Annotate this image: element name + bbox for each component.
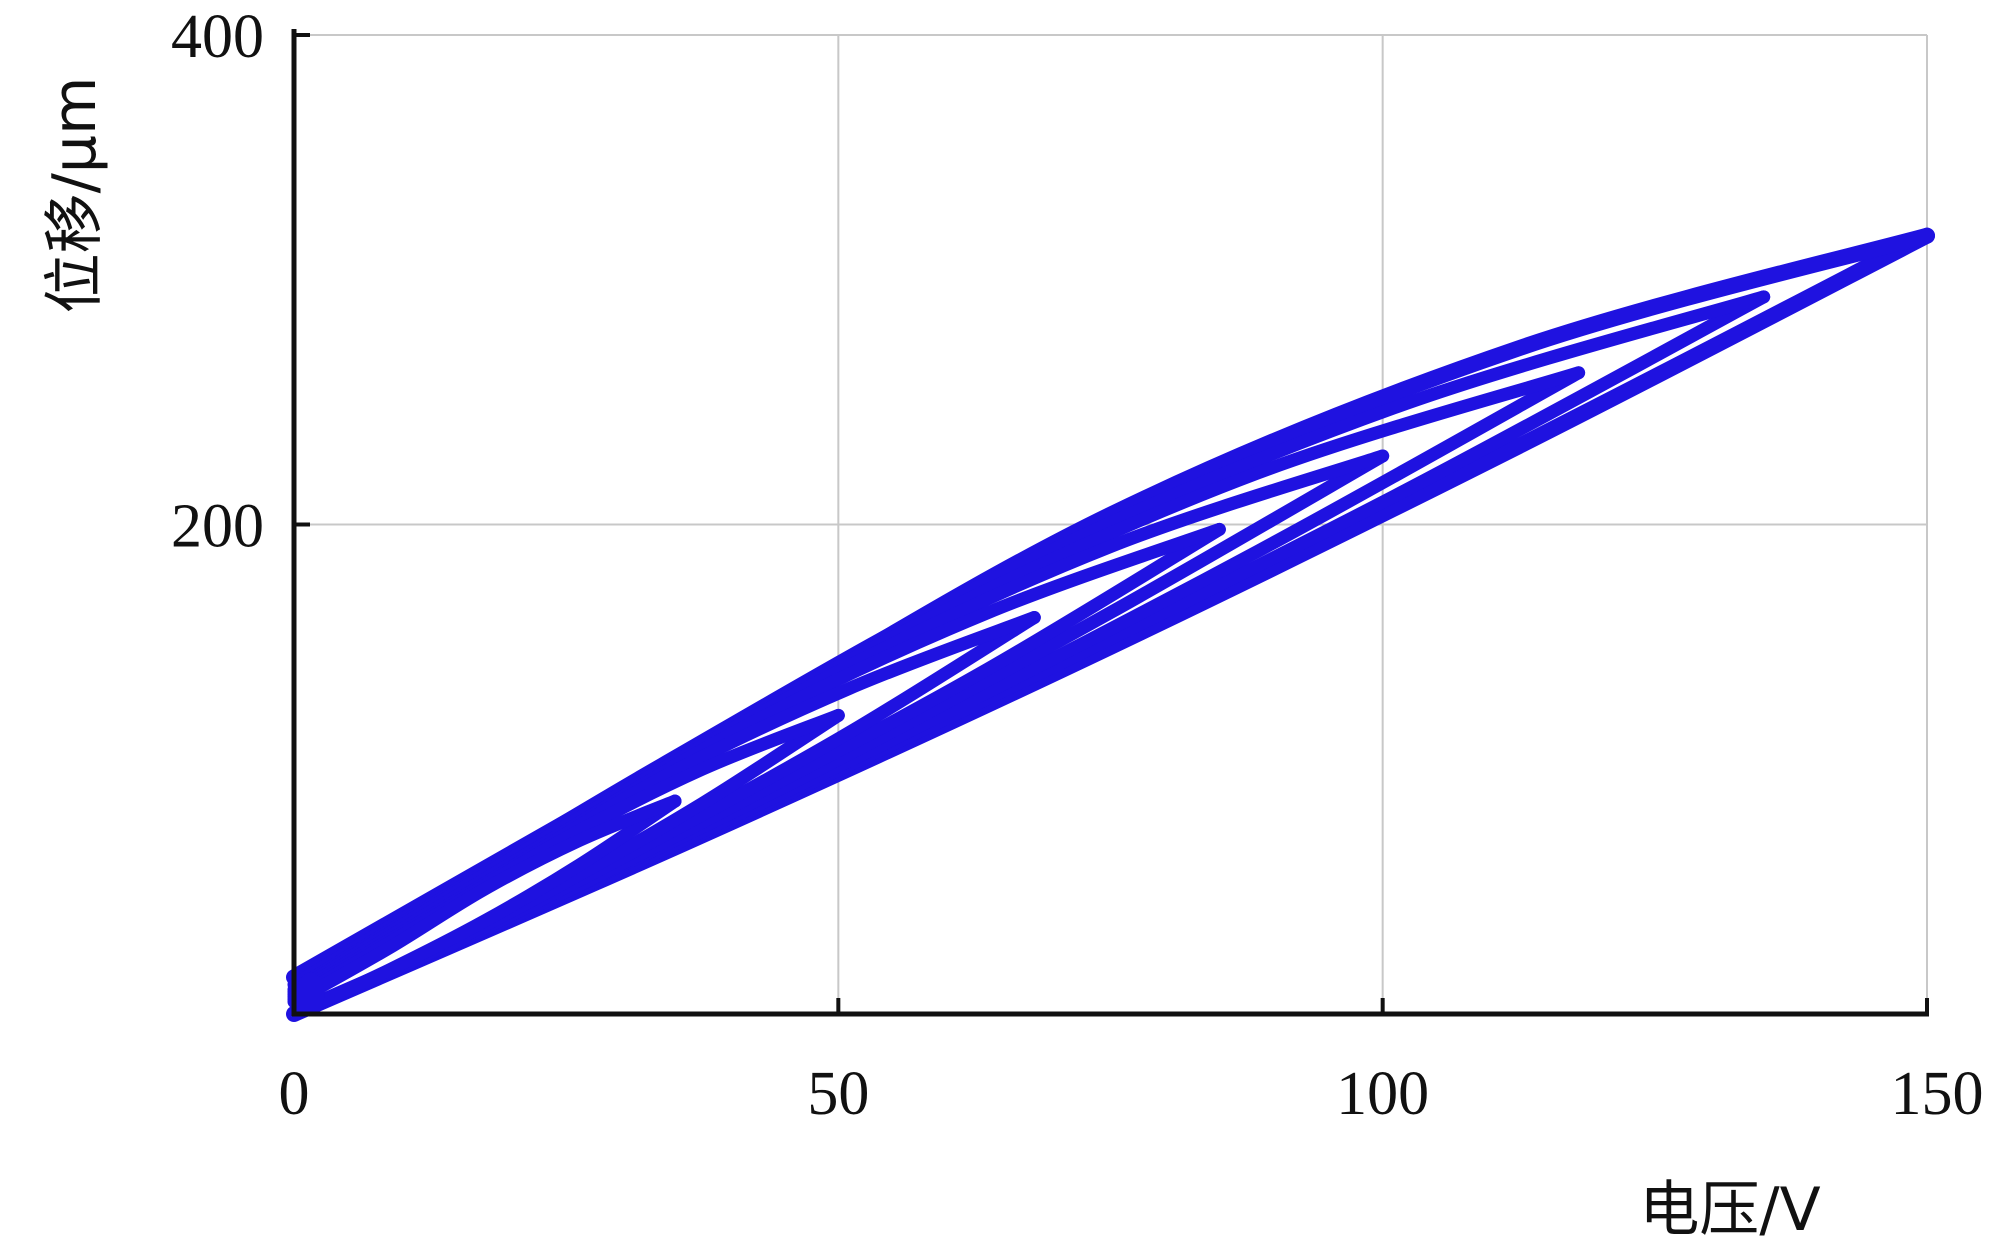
- loop-ascending-branch: [287, 708, 845, 1021]
- origin-cluster: [296, 972, 325, 1017]
- x-tick-label: 150: [1891, 1060, 1984, 1128]
- y-axis-label: 位移/μm: [40, 77, 110, 314]
- y-tick-labels: 200 400: [171, 3, 264, 561]
- y-tick-label: 200: [171, 493, 264, 561]
- x-tick-labels: 0 50 100 150: [279, 1060, 1984, 1128]
- y-tick-label: 400: [171, 3, 264, 71]
- x-axis-label: 电压/V: [1639, 1175, 1820, 1245]
- hysteresis-loops: [286, 227, 1935, 1022]
- x-tick-label: 50: [807, 1060, 869, 1128]
- x-tick-label: 100: [1336, 1060, 1429, 1128]
- axes: [291, 29, 1929, 1017]
- loop-descending-branch: [287, 794, 682, 1009]
- loop-ascending-branch: [287, 794, 682, 1021]
- x-tick-label: 0: [279, 1060, 310, 1128]
